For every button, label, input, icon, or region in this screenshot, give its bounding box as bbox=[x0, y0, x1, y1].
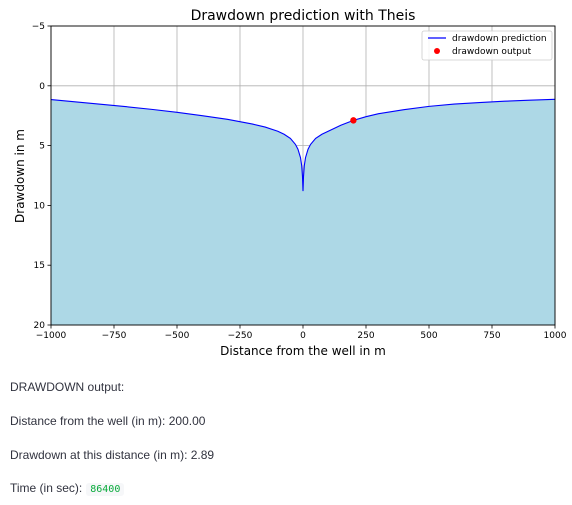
y-tick-label: 20 bbox=[34, 321, 46, 331]
drawdown-output-points bbox=[350, 117, 357, 124]
distance-output: Distance from the well (in m): 200.00 bbox=[10, 414, 205, 428]
drawdown-prediction-line bbox=[50, 98, 556, 192]
y-tick-label: 10 bbox=[34, 201, 46, 211]
x-tick-label: −500 bbox=[165, 331, 190, 341]
x-tick-label: −750 bbox=[102, 331, 127, 341]
x-tick-label: 750 bbox=[483, 331, 500, 341]
x-axis-ticks: −1000 −750 −500 −250 0 250 500 750 1000 bbox=[36, 325, 567, 341]
x-axis-label: Distance from the well in m bbox=[220, 344, 386, 358]
x-tick-label: −250 bbox=[228, 331, 253, 341]
chart-title: Drawdown prediction with Theis bbox=[191, 8, 416, 24]
legend-point-swatch bbox=[434, 48, 440, 54]
y-tick-label: 15 bbox=[34, 261, 45, 271]
time-label: Time (in sec): bbox=[10, 481, 83, 495]
legend-box bbox=[421, 30, 553, 61]
y-tick-label: 0 bbox=[39, 82, 45, 92]
time-value: 86400 bbox=[86, 483, 125, 496]
legend-entry-prediction: drawdown prediction bbox=[452, 34, 547, 44]
drawdown-area-fill bbox=[51, 99, 555, 325]
drawdown-value: 2.89 bbox=[190, 448, 215, 462]
y-axis-ticks: −5 0 5 10 15 20 bbox=[32, 22, 51, 331]
time-output: Time (in sec): 86400 bbox=[10, 481, 125, 496]
x-tick-label: 0 bbox=[300, 331, 306, 341]
x-tick-label: −1000 bbox=[36, 331, 67, 341]
y-tick-label: 5 bbox=[39, 142, 45, 152]
drawdown-label: Drawdown at this distance (in m): bbox=[10, 448, 191, 462]
x-tick-label: 1000 bbox=[544, 331, 567, 341]
output-heading: DRAWDOWN output: bbox=[10, 380, 125, 394]
drawdown-output-point bbox=[350, 117, 357, 124]
legend-entry-output: drawdown output bbox=[452, 47, 532, 57]
drawdown-output: Drawdown at this distance (in m): 2.89 bbox=[10, 448, 214, 462]
y-axis-label: Drawdown in m bbox=[13, 129, 27, 223]
y-tick-label: −5 bbox=[32, 22, 45, 32]
x-tick-label: 250 bbox=[357, 331, 374, 341]
distance-label: Distance from the well (in m): bbox=[10, 414, 169, 428]
legend: drawdown prediction drawdown output bbox=[421, 30, 553, 61]
x-tick-label: 500 bbox=[420, 331, 437, 341]
distance-value: 200.00 bbox=[168, 414, 206, 428]
drawdown-chart: −1000 −750 −500 −250 0 250 500 750 1000 −5 0 5 10 15… bbox=[13, 8, 567, 358]
